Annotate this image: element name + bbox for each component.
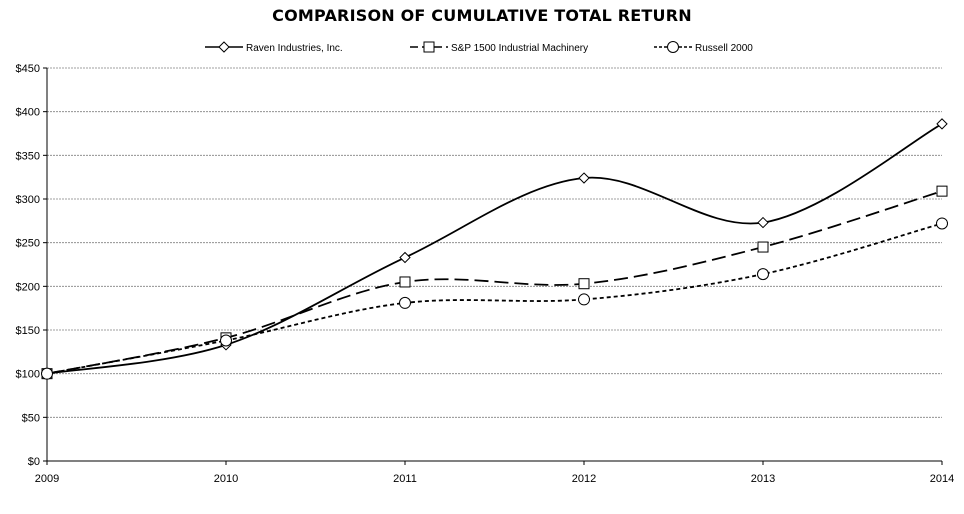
data-point-diamond [936, 118, 948, 130]
y-tick-label: $350 [16, 150, 40, 162]
data-point-circle [578, 293, 590, 306]
y-tick-label: $100 [16, 369, 40, 381]
legend-marker-diamond [218, 41, 230, 53]
data-point-circle [41, 367, 53, 380]
data-point-square [578, 278, 590, 290]
data-point-square [399, 276, 411, 288]
data-point-square [757, 241, 769, 253]
y-tick-label: $0 [28, 456, 40, 468]
y-tick-label: $150 [16, 325, 40, 337]
y-tick-label: $200 [16, 281, 40, 293]
axes [43, 67, 943, 465]
data-point-circle [757, 268, 769, 281]
data-point-circle [936, 217, 948, 230]
gridlines [47, 67, 942, 418]
x-tick-label: 2009 [35, 473, 59, 485]
chart-title: COMPARISON OF CUMULATIVE TOTAL RETURN [272, 6, 692, 25]
legend-label: S&P 1500 Industrial Machinery [451, 43, 588, 54]
x-tick-label: 2010 [214, 473, 238, 485]
y-tick-label: $250 [16, 238, 40, 250]
y-tick-label: $50 [22, 412, 40, 424]
series-line-2 [46, 222, 943, 375]
y-tick-label: $450 [16, 63, 40, 75]
x-tick-label: 2011 [393, 473, 417, 485]
data-point-diamond [399, 251, 411, 264]
series-line-0 [46, 123, 943, 375]
legend: Raven Industries, Inc. S&P 1500 Industria… [205, 41, 753, 54]
x-tick-label: 2012 [572, 473, 596, 485]
legend-label: Russell 2000 [695, 43, 753, 54]
legend-marker-square [423, 41, 435, 53]
series-line-1 [46, 190, 943, 375]
legend-marker-circle [667, 41, 679, 53]
data-point-circle [399, 296, 411, 309]
data-point-diamond [757, 216, 769, 229]
data-markers [41, 118, 948, 380]
data-point-diamond [578, 172, 590, 184]
series-lines [46, 123, 943, 375]
data-point-circle [220, 334, 232, 347]
y-tick-label: $400 [16, 107, 40, 119]
x-tick-label: 2013 [751, 473, 775, 485]
y-tick-label: $300 [16, 194, 40, 206]
legend-label: Raven Industries, Inc. [246, 43, 343, 54]
tick-labels: $0 $50 $100 $150 $200 $250 $300 $350 $400 $450 200… [16, 63, 955, 485]
x-tick-label: 2014 [930, 473, 954, 485]
data-point-square [936, 185, 948, 197]
